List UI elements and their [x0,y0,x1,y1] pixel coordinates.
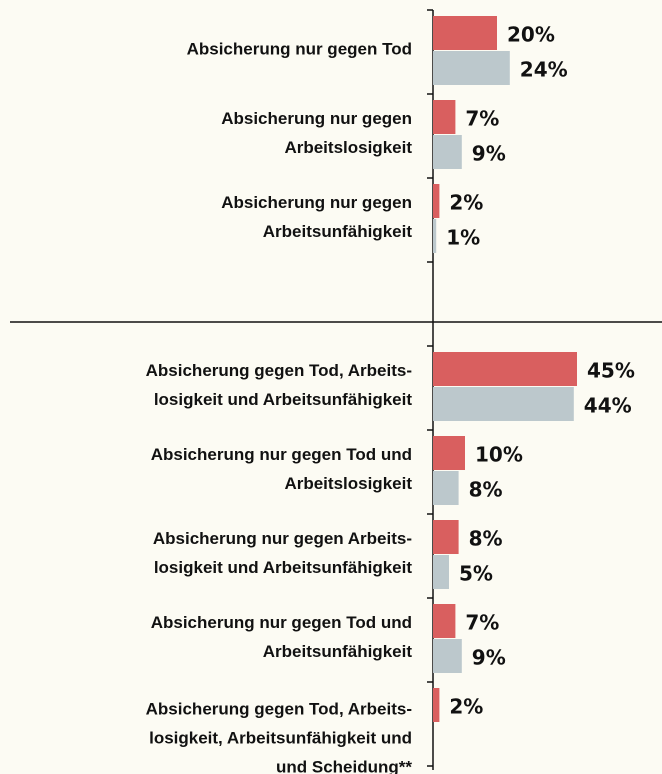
category-label: Absicherung nur gegen Tod und [151,613,412,632]
category-label: Arbeitslosigkeit [284,474,412,493]
bar [433,100,456,134]
value-label: 20% [507,23,555,47]
bar [433,604,456,638]
bar [433,352,577,386]
bar [433,471,459,505]
bar [433,135,462,169]
value-label: 10% [475,443,523,467]
value-label: 9% [472,142,506,166]
category-label: Absicherung nur gegen Tod und [151,445,412,464]
category-label: losigkeit und Arbeitsunfähigkeit [154,390,413,409]
category-label: Absicherung nur gegen Tod [187,39,412,58]
category-label: Absicherung nur gegen Arbeits- [153,529,412,548]
category-label: Absicherung gegen Tod, Arbeits- [146,699,412,718]
value-label: 8% [469,527,503,551]
bar [433,555,449,589]
value-label: 8% [469,478,503,502]
value-label: 44% [584,394,632,418]
value-label: 7% [465,611,499,635]
value-label: 9% [472,646,506,670]
category-label: Absicherung gegen Tod, Arbeits- [146,361,412,380]
value-label: 2% [449,191,483,215]
bar [433,688,440,722]
value-label: 7% [465,107,499,131]
bar [433,436,465,470]
bar [433,184,440,218]
bar [433,639,462,673]
bar [433,51,510,85]
category-label: Arbeitsunfähigkeit [263,222,413,241]
value-label: 1% [446,226,480,250]
category-label: und Scheidung** [276,757,412,774]
bar [433,387,574,421]
bar [433,16,497,50]
bar [433,219,437,253]
category-label: Arbeitsunfähigkeit [263,642,413,661]
value-label: 24% [520,58,568,82]
category-label: Absicherung nur gegen [221,193,412,212]
value-label: 2% [449,695,483,719]
category-label: losigkeit, Arbeitsunfähigkeit und [149,728,412,747]
bar [433,520,459,554]
category-label: Absicherung nur gegen [221,109,412,128]
category-label: losigkeit und Arbeitsunfähigkeit [154,558,413,577]
value-label: 45% [587,359,635,383]
category-label: Arbeitslosigkeit [284,138,412,157]
value-label: 5% [459,562,493,586]
